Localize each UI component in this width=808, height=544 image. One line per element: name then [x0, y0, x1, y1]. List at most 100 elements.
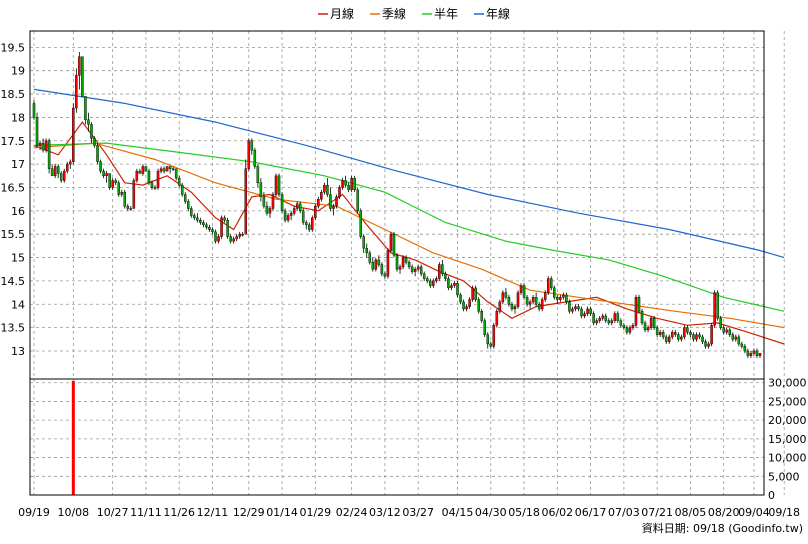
candle-body-9 [59, 173, 63, 181]
candle-body-145 [471, 287, 474, 300]
candle-body-109 [362, 236, 365, 249]
candle-body-134 [438, 264, 441, 279]
candle-body-11 [66, 163, 69, 172]
candle-body-162 [522, 285, 526, 298]
candle-body-87 [295, 203, 299, 209]
candle-body-126 [413, 269, 417, 272]
price-tick-3: 14.5 [1, 275, 26, 288]
candle-body-122 [401, 257, 405, 268]
candle-body-99 [332, 205, 335, 209]
candle-body-70 [244, 168, 248, 235]
candle-body-131 [429, 280, 432, 286]
candle-body-231 [731, 334, 735, 340]
candle-body-6 [50, 168, 54, 177]
volume-tick-0: 30,000 [768, 377, 807, 390]
candle-body-97 [326, 184, 329, 195]
candle-body-23 [102, 170, 105, 177]
candle-body-198 [631, 325, 635, 328]
candle-body-71 [247, 140, 251, 169]
candle-body-234 [740, 343, 744, 347]
ma-line-2 [33, 142, 785, 312]
candle-body-190 [607, 320, 611, 324]
ma-line-1 [33, 142, 785, 329]
candle-body-169 [543, 292, 547, 300]
candle-body-81 [277, 175, 281, 195]
x-tick-17: 07/03 [608, 506, 640, 519]
candle-body-183 [586, 308, 589, 314]
volume-panel-frame [29, 378, 765, 496]
candle-body-121 [398, 266, 402, 270]
candle-body-174 [559, 297, 562, 300]
candle-body-161 [519, 285, 523, 293]
candle-body-8 [56, 166, 60, 174]
x-tick-21: 09/04 [738, 506, 770, 519]
candle-body-88 [298, 203, 302, 212]
candle-body-181 [580, 308, 583, 317]
candle-body-188 [601, 315, 604, 319]
candle-body-32 [129, 208, 133, 210]
candle-body-34 [135, 170, 139, 181]
candle-body-239 [755, 350, 759, 356]
candle-body-172 [553, 287, 556, 298]
candle-body-224 [710, 325, 713, 345]
candle-body-7 [53, 166, 57, 177]
candle-body-166 [534, 297, 538, 305]
volume-tick-3: 15,000 [768, 433, 807, 446]
candle-body-213 [677, 334, 680, 340]
price-tick-10: 18 [11, 111, 25, 124]
candle-body-118 [389, 233, 393, 251]
candle-body-48 [177, 177, 181, 186]
candle-body-144 [468, 299, 471, 307]
candle-body-150 [486, 334, 490, 345]
candle-body-140 [456, 283, 459, 296]
candle-body-164 [528, 301, 532, 305]
candle-body-62 [220, 217, 223, 237]
candle-body-167 [537, 304, 541, 310]
candle-body-123 [404, 257, 408, 263]
candle-body-19 [90, 124, 93, 139]
candle-body-5 [47, 140, 51, 169]
candle-body-182 [583, 313, 586, 317]
candle-body-86 [292, 208, 296, 214]
volume-tick-2: 20,000 [768, 414, 807, 427]
candle-body-223 [707, 343, 710, 347]
candle-body-147 [477, 299, 480, 312]
candle-body-151 [489, 343, 493, 347]
candle-body-103 [344, 180, 347, 186]
candle-body-153 [495, 311, 499, 326]
candle-body-40 [153, 187, 157, 189]
candle-body-46 [171, 168, 175, 170]
candle-body-98 [329, 194, 332, 209]
candle-body-185 [592, 313, 595, 324]
price-tick-0: 13 [11, 345, 25, 358]
candle-body-116 [383, 273, 387, 277]
candle-body-189 [604, 315, 607, 321]
volume-tick-4: 10,000 [768, 452, 807, 465]
candle-body-201 [640, 311, 644, 324]
candle-body-235 [743, 346, 747, 352]
candle-body-211 [671, 332, 674, 338]
legend-label-0: 月線 [330, 6, 354, 21]
x-tick-13: 04/30 [475, 506, 507, 519]
candle-body-85 [289, 212, 293, 216]
candle-body-129 [422, 273, 426, 279]
candle-body-90 [304, 222, 308, 226]
legend-label-2: 半年 [434, 7, 458, 21]
candle-body-43 [162, 168, 166, 172]
x-tick-22: 09/18 [768, 506, 800, 519]
x-tick-11: 03/27 [402, 506, 434, 519]
candle-body-63 [223, 217, 226, 221]
candle-body-214 [680, 336, 683, 340]
candle-body-96 [323, 184, 326, 193]
candle-body-0 [32, 103, 36, 118]
candle-body-42 [159, 168, 163, 172]
candle-body-73 [253, 149, 257, 167]
candle-body-155 [501, 292, 505, 303]
candle-body-26 [111, 180, 114, 188]
candle-body-84 [286, 215, 290, 221]
candle-body-82 [280, 194, 284, 212]
x-tick-0: 09/19 [18, 506, 50, 519]
ma-line-3 [33, 88, 785, 259]
candle-body-205 [652, 318, 656, 328]
candle-body-195 [622, 325, 626, 328]
